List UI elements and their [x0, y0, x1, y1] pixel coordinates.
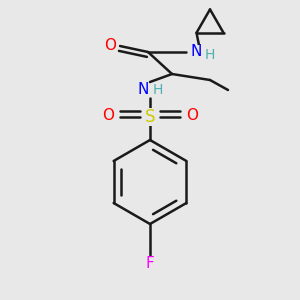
Text: F: F [146, 256, 154, 272]
Text: O: O [102, 107, 114, 122]
Text: O: O [104, 38, 116, 53]
Text: O: O [186, 107, 198, 122]
Text: N: N [191, 44, 202, 59]
Text: S: S [145, 108, 155, 126]
Text: H: H [153, 83, 163, 97]
Text: N: N [137, 82, 149, 98]
Text: H: H [205, 48, 215, 62]
